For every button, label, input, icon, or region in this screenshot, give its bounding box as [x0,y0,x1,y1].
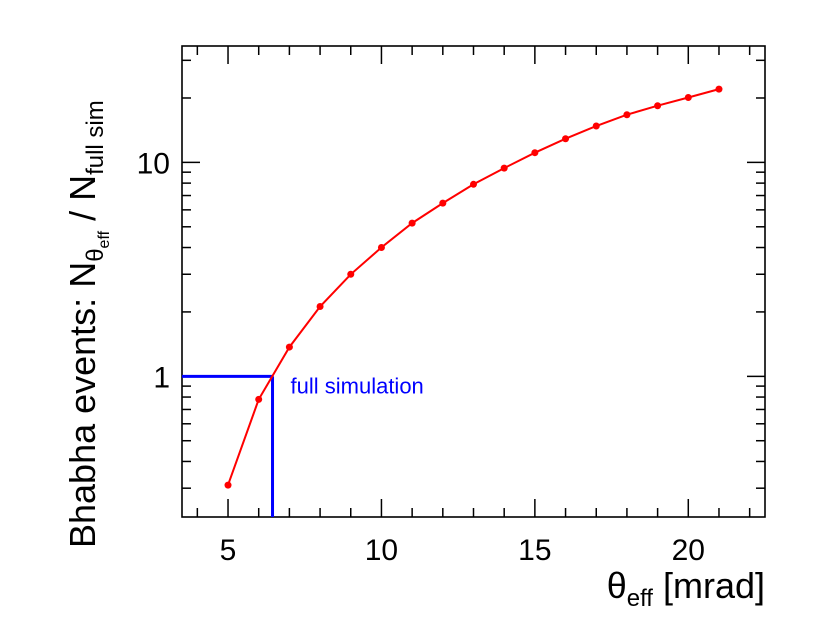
y-axis-label: Bhabha events: Nθeff / Nfull sim [62,100,113,548]
data-point [562,135,570,143]
data-point [684,94,692,102]
x-axis-ticks: 5 10 15 20 [196,46,751,567]
x-tick-label: 15 [518,534,551,567]
reference-lines: full simulation [182,373,424,517]
data-point [408,219,416,227]
data-point [623,111,631,119]
data-point [439,199,447,207]
data-point [255,395,263,403]
data-point [470,180,477,188]
x-tick-label: 20 [672,534,705,567]
plot-frame [181,45,766,518]
data-point [531,149,539,157]
data-point [592,122,600,130]
x-tick-label: 10 [365,534,398,567]
plot-frame-group [181,45,766,518]
data-point [224,481,232,489]
data-point [715,85,723,93]
y-tick-label: 10 [137,147,170,180]
data-point [285,343,293,351]
data-point [347,270,355,278]
x-axis-label: θeff [mrad] [607,565,765,612]
series-group [224,85,723,489]
data-point [377,244,385,252]
y-tick-label: 1 [153,361,170,394]
data-point [654,102,662,110]
series-line [227,88,720,486]
reference-annotation: full simulation [291,373,424,398]
axis-labels: θeff [mrad] Bhabha events: Nθeff / Nfull … [62,100,765,612]
data-point [316,303,324,311]
y-axis-ticks: 1 10 [137,59,765,489]
data-point [500,164,508,172]
x-tick-label: 5 [220,534,237,567]
